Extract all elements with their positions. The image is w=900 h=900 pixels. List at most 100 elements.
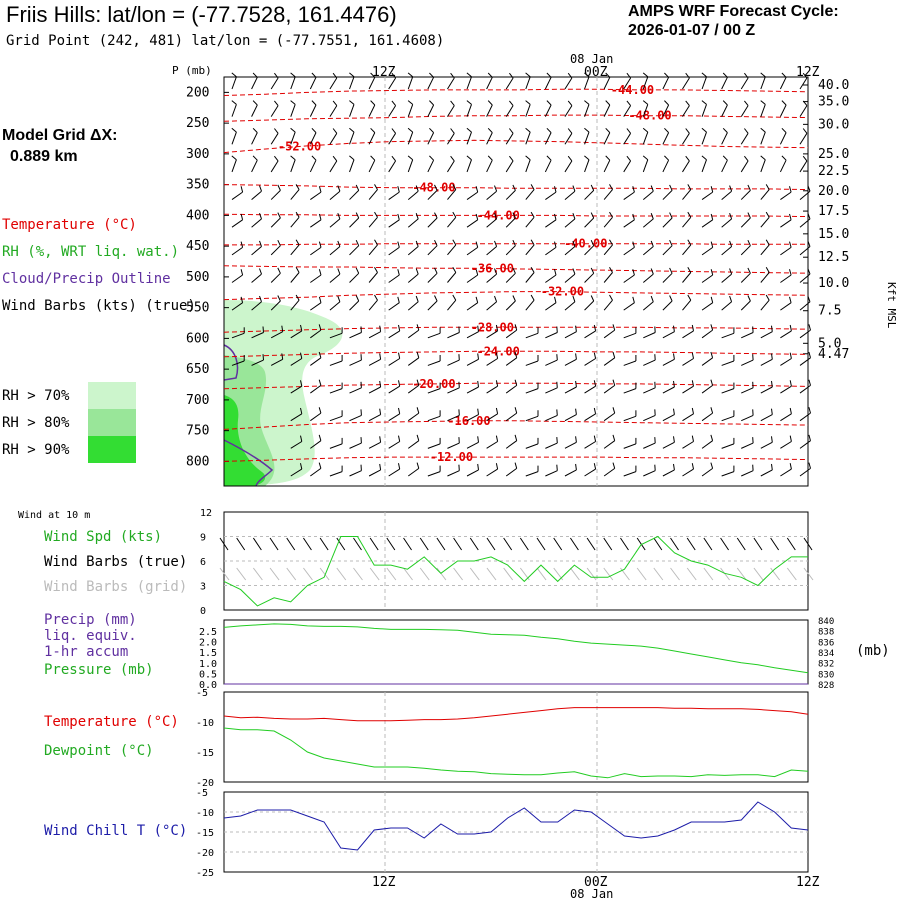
wind-barb-flag [554,186,557,193]
wind-barb-flag [650,268,654,275]
wind-barb-flag [530,294,535,301]
wind-barb-flag [416,324,420,331]
wind-barb-flag [765,239,770,246]
wind-barb-grid [419,567,430,581]
wind-barb-flag [664,155,669,161]
wind-barb-flag [525,100,531,105]
wind-barb [780,468,792,477]
wind-barb-flag [590,184,595,191]
wind-barb [701,131,707,145]
forecast-cycle-value: 2026-01-07 / 00 Z [628,22,756,39]
wind-barb-flag [318,296,322,303]
wind-barb-flag [789,269,792,276]
wind-barb-flag [530,211,535,218]
wind-barb [741,332,754,339]
wind-barb [740,190,751,200]
wind-barb-flag [691,380,694,387]
wind-barb [799,190,811,200]
wind-barb-flag [802,72,808,79]
wind-barb [270,331,283,339]
wind-barb [270,77,279,90]
wind-barb-flag [311,127,317,133]
wind-barb-flag [781,155,787,161]
wind-barb-flag [374,184,378,190]
wind-barb-flag [701,100,707,105]
wind-barb-flag [789,186,792,193]
temp-contour [224,243,808,246]
wind-barb-flag [701,155,707,161]
wind-barb-flag [295,239,300,246]
wind-barb [623,360,637,366]
wind-barb [603,132,611,145]
temperature-label: Temperature (°C) [44,714,179,730]
wind-barb-grid [620,567,630,581]
wind-barb [486,330,498,339]
wind-barb [251,104,258,117]
wind-barb [447,414,460,422]
wind-barb-flag [370,100,376,106]
wind-barb [682,468,694,477]
wind-barb [310,384,322,394]
wind-barb-flag [514,434,518,441]
wind-barb [584,104,590,117]
wind-barb [564,441,577,449]
wind-barb [349,159,355,173]
wind-ytick-label: 12 [200,508,212,519]
wind-barb [623,332,637,339]
wind-barb [447,332,460,339]
wind-barb-flag [701,72,707,78]
wind-barb-flag [277,212,281,219]
precip-panel-frame [223,619,809,685]
wind-barb [349,359,362,366]
wind-barb-flag [300,324,303,332]
wind-barb [329,218,341,228]
wind-barb [329,443,343,449]
wind-barb-flag [710,434,714,441]
wind-ytick-label: 3 [200,582,206,593]
wind-barb [270,245,281,256]
station-title: Friis Hills: lat/lon = (-77.7528, 161.44… [6,2,397,27]
temp-contour-label: -52.00 [278,139,321,153]
wind-barb-flag [802,100,808,106]
wind-barb [349,131,355,145]
wind-barb [466,331,479,339]
wind-barb [231,332,245,339]
wind-barb-flag [514,462,518,469]
wind-barb-flag [572,185,576,192]
wind-barb-flag [593,324,597,332]
wind-barb-grid [703,567,714,581]
wind-barb-flag [475,296,479,303]
wind-barb [545,442,558,449]
height-tick-label: 17.5 [818,204,849,219]
date-label-bottom: 08 Jan [570,887,613,900]
wind-barb-flag [685,128,690,134]
wind-barb [760,216,770,228]
temp-contour-label: -48.00 [628,109,671,123]
wind-barb-true [670,537,679,551]
wind-barb [584,330,596,339]
pressure-label: Pressure (mb) [44,662,154,678]
wind-barb-true [753,537,763,551]
wind-barb [290,441,303,449]
wind-barb [525,471,539,477]
wind-barb-flag [398,324,401,331]
wind-barb [545,332,558,339]
wind-barb-flag [650,240,654,247]
wind-barb-flag [781,100,787,106]
pressure-tick-label: 500 [186,270,209,285]
wind-barb-flag [290,127,296,133]
wind-barb-flag [374,239,378,246]
windchill-panel-frame [223,791,809,873]
wind-barb [584,190,595,200]
pressure-tick-label: 200 [186,85,209,100]
wind-barb [310,357,322,366]
wind-barb [486,385,498,394]
wind-barb [780,441,792,449]
wind-barb [623,246,635,256]
wind-barb-flag [318,186,322,193]
wind-barb-flag [514,351,518,358]
wind-barb-true [436,537,446,551]
wind-barb-flag [277,184,281,191]
pressure-tick-label: 450 [186,239,209,254]
wind-barb-flag [509,128,514,134]
